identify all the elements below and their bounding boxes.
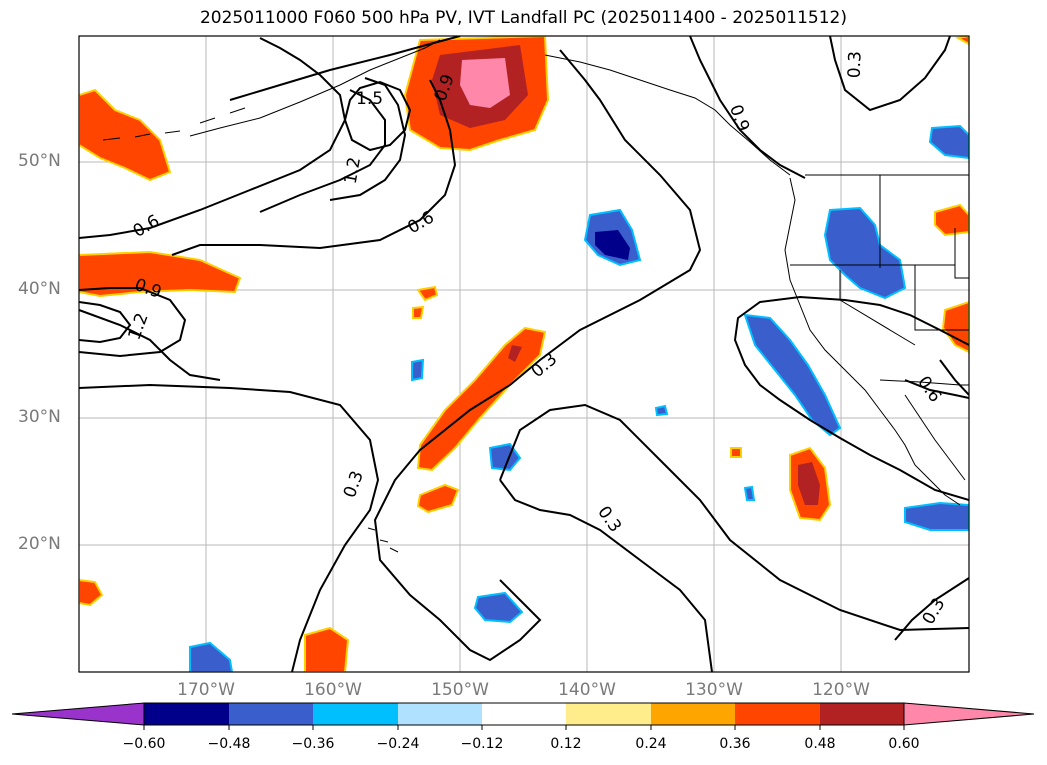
contour-0.3-east [894, 577, 969, 641]
contour-1.2-north [329, 77, 407, 201]
pc-blob-24n-128w [743, 485, 756, 501]
pc-blob-12n-168w [189, 641, 234, 672]
contour-0.3-bc [689, 36, 806, 179]
contour-0.6-east [733, 295, 969, 501]
colorbar-bin [651, 703, 735, 725]
contour-label: 1.5 [356, 89, 383, 109]
pv-contours [79, 36, 969, 672]
pc-blob-38n-153w [412, 305, 425, 319]
contour-0.9-east [939, 359, 969, 396]
border-us-mexico [879, 379, 969, 386]
lon-label-170w: 170°W [177, 680, 235, 700]
colorbar-tick-label: 0.24 [635, 736, 667, 752]
contour-0.6-ridge [171, 79, 457, 256]
pc-blob-gulf-alaska-peak [460, 58, 510, 108]
pc-blob-17n-west [79, 578, 104, 607]
contour-0.3-ne [829, 36, 951, 112]
positive-pc-regions [79, 36, 969, 672]
lon-label-120w: 120°W [812, 680, 870, 700]
colorbar-tick-label: −0.60 [122, 736, 166, 752]
colorbar [11, 702, 1035, 730]
border-states [790, 175, 969, 346]
colorbar-tick-label: −0.36 [291, 736, 335, 752]
lat-label-40n: 40°N [18, 279, 61, 299]
contour-0.9-west [79, 287, 187, 358]
contour-0.6-north [79, 37, 347, 381]
pc-blob-great-basin [823, 206, 907, 300]
aleutian-islands [102, 107, 246, 141]
colorbar-tick-label: −0.48 [207, 736, 251, 752]
pc-blob-39n-153w [416, 285, 439, 302]
contour-0.3-central [79, 383, 380, 672]
pc-blob-california-coast [743, 313, 842, 437]
pc-blob-43n-115w [934, 203, 969, 237]
colorbar-bin [482, 703, 566, 725]
colorbar-bin [820, 703, 904, 725]
lon-label-150w: 150°W [431, 680, 489, 700]
contour-label: 1.2 [341, 156, 365, 186]
pc-blob-15n-147w [473, 591, 524, 624]
pc-blob-band-core [508, 345, 522, 362]
map-title: 2025011000 F060 500 hPa PV, IVT Landfall… [199, 8, 847, 28]
pc-blob-25n-124w-core [798, 462, 820, 505]
colorbar-tick-label: 0.12 [550, 736, 582, 752]
lat-label-20n: 20°N [18, 534, 61, 554]
contour-0.3-loop [499, 403, 969, 632]
pc-blob-60n-115w [955, 36, 969, 46]
lon-label-130w: 130°W [685, 680, 743, 700]
colorbar-bin [735, 703, 820, 725]
plot-frame [78, 35, 970, 673]
pc-blob-37n-114w [941, 300, 969, 354]
colorbar-frame [143, 702, 905, 726]
pc-blob-22n-115w [904, 501, 969, 531]
colorbar-tick-label: −0.24 [376, 736, 420, 752]
pc-blob-52n-113w [928, 124, 969, 160]
pc-blob-30n-153w [411, 358, 425, 382]
lat-label-50n: 50°N [18, 151, 61, 171]
colorbar-under-arrow [11, 702, 145, 726]
contour-0.3-loop-lower [499, 479, 713, 672]
contour-east-misc [904, 379, 969, 399]
colorbar-bin [566, 703, 651, 725]
lon-label-160w: 160°W [304, 680, 362, 700]
colorbar-over-arrow [903, 702, 1035, 726]
colorbar-bin [144, 703, 229, 725]
coast-alaska-peninsula [189, 39, 441, 137]
lat-label-30n: 30°N [18, 407, 61, 427]
negative-pc-regions [189, 124, 969, 672]
colorbar-bin [398, 703, 482, 725]
colorbar-tick-label: 0.36 [719, 736, 751, 752]
contour-1.2-west [79, 301, 132, 344]
coast-hawaii [367, 527, 399, 553]
lon-label-140w: 140°W [558, 680, 616, 700]
contour-0.6-inner [259, 89, 386, 213]
gridlines [79, 36, 969, 672]
coast-southern-alaska [544, 54, 791, 176]
colorbar-tick-label: 0.60 [888, 736, 920, 752]
pc-blob-43n-140w-core [595, 230, 630, 260]
pc-blob-23n [416, 483, 460, 514]
coast-gulf-california [904, 394, 966, 481]
pc-blob-subtropical-band [416, 326, 547, 472]
contour-1.5 [343, 80, 412, 152]
colorbar-bin [313, 703, 398, 725]
coastlines [102, 39, 969, 553]
pc-blob-30n-139w [654, 404, 669, 417]
colorbar-bin [229, 703, 313, 725]
pc-blob-27n-129w [730, 447, 742, 458]
pc-blob-west-55n [79, 88, 172, 182]
pc-blob-west-41n [79, 250, 242, 298]
coast-us-west [784, 177, 961, 506]
colorbar-tick-label: −0.12 [460, 736, 504, 752]
pc-blob-12n-160w [304, 626, 350, 672]
colorbar-tick-label: 0.48 [804, 736, 836, 752]
contour-label: 0.3 [845, 51, 866, 79]
